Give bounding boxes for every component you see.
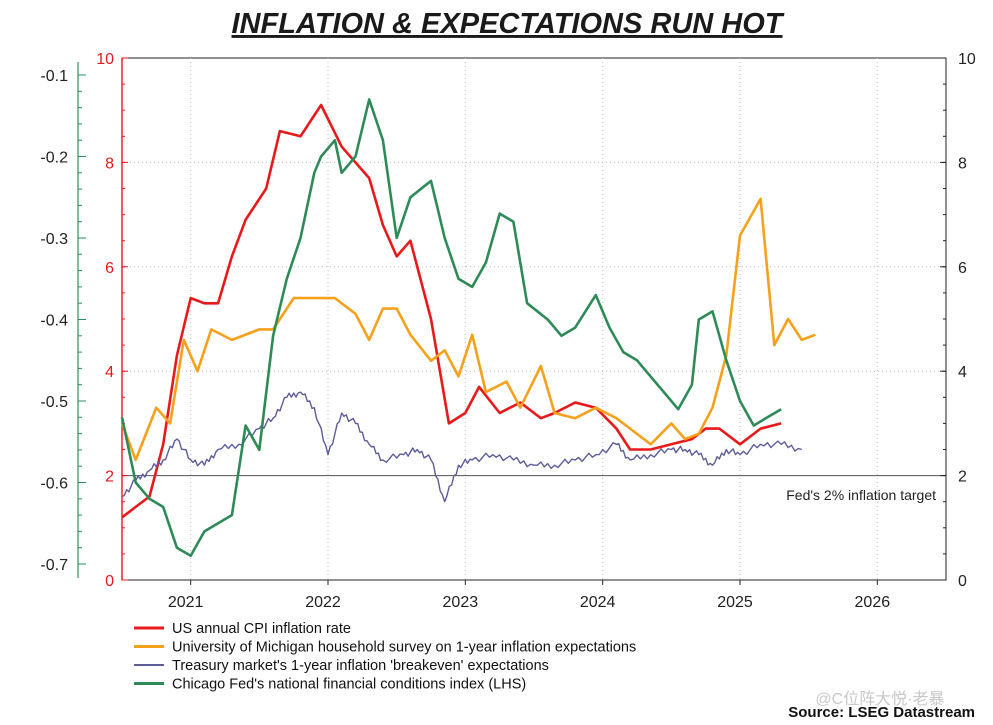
rhs-tick-label: 8 [958, 155, 967, 172]
legend-label: University of Michigan household survey … [172, 640, 636, 656]
legend-label: Treasury market's 1-year inflation 'brea… [172, 658, 549, 674]
x-tick-label: 2024 [580, 594, 616, 611]
rhs-tick-label: 0 [958, 573, 967, 590]
inner-tick-label: 8 [105, 155, 114, 172]
inner-tick-label: 4 [105, 364, 114, 381]
rhs-tick-label: 4 [958, 364, 967, 381]
lhs-tick-label: -0.6 [40, 476, 68, 493]
series-line-2 [121, 391, 802, 503]
lhs-tick-label: -0.4 [40, 313, 68, 330]
lhs-tick-label: -0.1 [40, 68, 68, 85]
series-group [120, 98, 816, 558]
chart-title: INFLATION & EXPECTATIONS RUN HOT [232, 8, 785, 40]
series-line-3 [120, 98, 782, 558]
inflation-target-label: Fed's 2% inflation target [786, 487, 936, 503]
watermark: @C位阵大悦·老暴 [815, 690, 944, 708]
legend: US annual CPI inflation rate University o… [134, 621, 636, 693]
x-tick-label: 2022 [305, 594, 341, 611]
series-line-0 [121, 103, 782, 519]
x-tick-label: 2026 [855, 594, 891, 611]
lhs-tick-label: -0.7 [40, 557, 68, 574]
legend-label: US annual CPI inflation rate [172, 621, 351, 637]
lhs-tick-label: -0.2 [40, 150, 68, 167]
rhs-tick-label: 6 [958, 260, 967, 277]
legend-label: Chicago Fed's national financial conditi… [172, 677, 526, 693]
series-line-1 [120, 197, 816, 462]
inner-tick-label: 10 [96, 51, 114, 68]
axes: 2021 2022 2023 2024 2025 2026-0.1-0.2-0.3-0.4… [40, 51, 975, 611]
source-note: Source: LSEG Datastream [788, 704, 975, 721]
x-tick-label: 2021 [168, 594, 204, 611]
lhs-tick-label: -0.5 [40, 394, 68, 411]
rhs-tick-label: 10 [958, 51, 976, 68]
rhs-tick-label: 2 [958, 469, 967, 486]
x-tick-label: 2023 [443, 594, 479, 611]
inner-tick-label: 6 [105, 260, 114, 277]
x-tick-label: 2025 [717, 594, 753, 611]
lhs-tick-label: -0.3 [40, 231, 68, 248]
inner-tick-label: 0 [105, 573, 114, 590]
inner-tick-label: 2 [105, 469, 114, 486]
